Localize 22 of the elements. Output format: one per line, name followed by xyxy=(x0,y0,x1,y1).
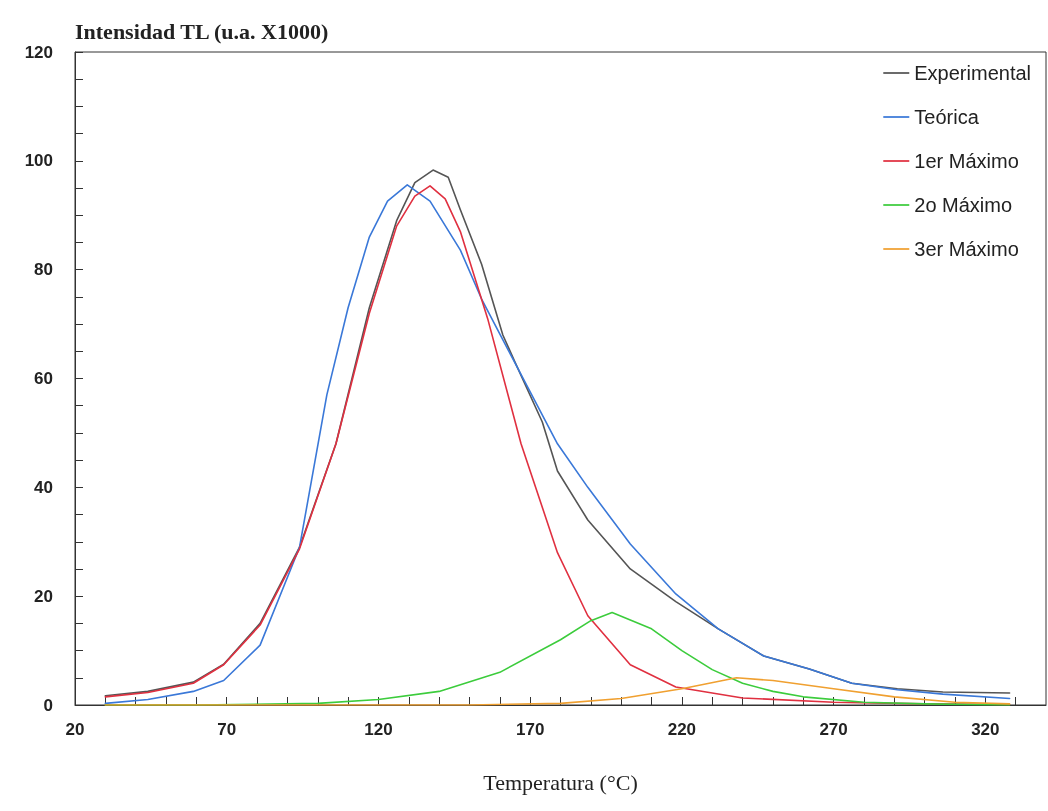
y-tick-label: 60 xyxy=(34,369,53,388)
y-tick-label: 0 xyxy=(43,695,53,715)
x-tick-label: 170 xyxy=(515,720,545,739)
x-axis-title: Temperatura (°C) xyxy=(483,769,638,795)
legend-label: Experimental xyxy=(914,62,1031,84)
y-tick-label: 20 xyxy=(34,586,53,606)
legend-label: 2o Máximo xyxy=(914,194,1013,216)
x-tick-label: 120 xyxy=(364,720,393,739)
x-tick-label: 70 xyxy=(217,720,237,739)
line-series xyxy=(104,676,1011,706)
y-tick-label: 80 xyxy=(34,260,53,280)
x-tick-label: 220 xyxy=(667,720,697,739)
y-axis-title: Intensidad TL (u.a. X1000) xyxy=(75,18,329,44)
x-tick-label: 20 xyxy=(65,720,85,739)
legend-label: 1er Máximo xyxy=(914,150,1019,172)
x-tick-label: 320 xyxy=(971,720,1000,739)
x-tick-label: 270 xyxy=(819,720,848,739)
y-tick-label: 120 xyxy=(24,42,53,62)
y-tick-label: 40 xyxy=(34,477,53,497)
legend-label: Teórica xyxy=(914,106,980,128)
y-tick-label: 100 xyxy=(24,151,53,171)
legend-label: 3er Máximo xyxy=(914,238,1019,260)
